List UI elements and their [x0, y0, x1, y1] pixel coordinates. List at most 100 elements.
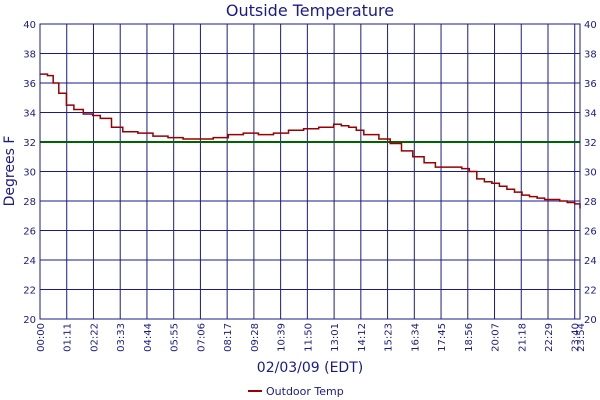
data-point [58, 92, 60, 94]
plot-border [39, 23, 581, 320]
y-tick-label-right: 32 [584, 138, 597, 149]
data-point [536, 197, 538, 199]
series-outdoor-temp [39, 73, 581, 209]
data-point [227, 134, 229, 136]
data-point [453, 166, 455, 168]
y-tick-label-right: 24 [584, 256, 597, 267]
y-axis-right: 20 22 24 26 28 30 32 34 36 38 40 [584, 20, 597, 326]
data-point [423, 162, 425, 164]
data-point [506, 188, 508, 190]
y-tick-label-left: 28 [23, 197, 36, 208]
y-tick-label-left: 26 [23, 227, 36, 238]
data-point [370, 134, 372, 136]
y-tick-label-left: 32 [23, 138, 36, 149]
x-tick-label: 20:07 [491, 323, 502, 352]
y-tick-label-right: 26 [584, 227, 597, 238]
data-point [65, 104, 67, 106]
data-point [52, 82, 54, 84]
data-point [476, 178, 478, 180]
x-tick-label: 11:50 [303, 323, 314, 352]
y-tick-label-right: 38 [584, 50, 597, 61]
data-point [513, 191, 516, 193]
y-tick-label-left: 38 [23, 50, 36, 61]
data-point [197, 138, 199, 140]
x-tick-label: 08:17 [223, 323, 234, 352]
chart-title: Outside Temperature [226, 1, 394, 20]
x-tick-label: 09:28 [250, 323, 261, 352]
legend-label-outdoor-temp: Outdoor Temp [266, 385, 344, 398]
data-point [521, 194, 523, 196]
data-point [363, 134, 365, 136]
legend: Outdoor Temp [248, 385, 344, 398]
data-point [137, 132, 139, 134]
data-point [574, 203, 576, 205]
data-point [400, 150, 403, 152]
data-point [333, 123, 335, 125]
data-point [544, 198, 546, 201]
data-point [122, 131, 124, 133]
data-point [82, 113, 84, 115]
data-point [412, 156, 414, 158]
data-point [446, 166, 448, 168]
x-tick-label: 16:34 [410, 323, 421, 352]
x-tick-label: 18:56 [464, 323, 475, 352]
y-tick-label-right: 36 [584, 79, 597, 90]
y-tick-label-right: 40 [584, 20, 597, 31]
x-tick-label: 00:00 [36, 323, 47, 352]
x-tick-label: 23:40 [571, 323, 582, 352]
x-tick-label: 22:29 [544, 323, 555, 352]
y-tick-label-right: 22 [584, 286, 597, 297]
data-point [302, 128, 305, 130]
data-point [461, 167, 463, 170]
data-point [212, 136, 214, 139]
x-tick-label: 23:54 [576, 323, 587, 352]
x-tick-label: 02:22 [89, 323, 100, 352]
y-tick-label-left: 24 [23, 256, 36, 267]
data-point [559, 200, 561, 202]
x-tick-label: 10:39 [277, 323, 288, 352]
x-tick-label: 17:45 [437, 323, 448, 352]
x-tick-label: 13:01 [330, 323, 341, 352]
y-tick-label-left: 40 [23, 20, 36, 31]
x-axis-title: 02/03/09 (EDT) [257, 360, 363, 376]
x-tick-label: 15:23 [384, 323, 395, 352]
data-point [92, 114, 94, 117]
data-point [46, 75, 49, 77]
data-point [152, 135, 154, 137]
y-axis-title: Degrees F [2, 136, 18, 207]
data-point [348, 126, 350, 128]
y-tick-label-left: 34 [23, 109, 36, 120]
data-point [566, 201, 568, 204]
y-tick-label-left: 30 [23, 168, 36, 179]
data-point [378, 138, 380, 140]
data-point [257, 134, 260, 136]
data-point [498, 185, 501, 187]
data-point [491, 182, 493, 184]
data-point [167, 136, 169, 139]
y-tick-label-right: 28 [584, 197, 597, 208]
x-tick-label: 04:44 [143, 323, 154, 352]
data-point [355, 129, 357, 131]
y-tick-label-left: 22 [23, 286, 36, 297]
data-point [99, 117, 101, 119]
x-tick-label: 03:33 [116, 323, 127, 352]
data-point [551, 198, 553, 201]
data-point [318, 126, 320, 128]
x-tick-label: 14:12 [357, 323, 368, 352]
x-tick-label: 01:11 [63, 323, 74, 352]
x-tick-label: 07:06 [196, 323, 207, 352]
x-tick-label: 05:55 [170, 323, 181, 352]
data-point [182, 138, 184, 140]
data-point [272, 132, 275, 134]
y-axis-left: 20 22 24 26 28 30 32 34 36 38 40 [23, 20, 36, 326]
y-tick-label-right: 20 [584, 315, 597, 326]
data-point [242, 132, 244, 134]
x-axis: 00:00 01:11 02:22 03:33 04:44 05:55 07:06 08:17… [36, 323, 587, 352]
y-tick-label-left: 20 [23, 315, 36, 326]
data-point [389, 142, 391, 145]
data-point [340, 125, 342, 127]
x-tick-label: 21:18 [517, 323, 528, 352]
data-point [528, 195, 531, 198]
y-tick-label-left: 36 [23, 79, 36, 90]
